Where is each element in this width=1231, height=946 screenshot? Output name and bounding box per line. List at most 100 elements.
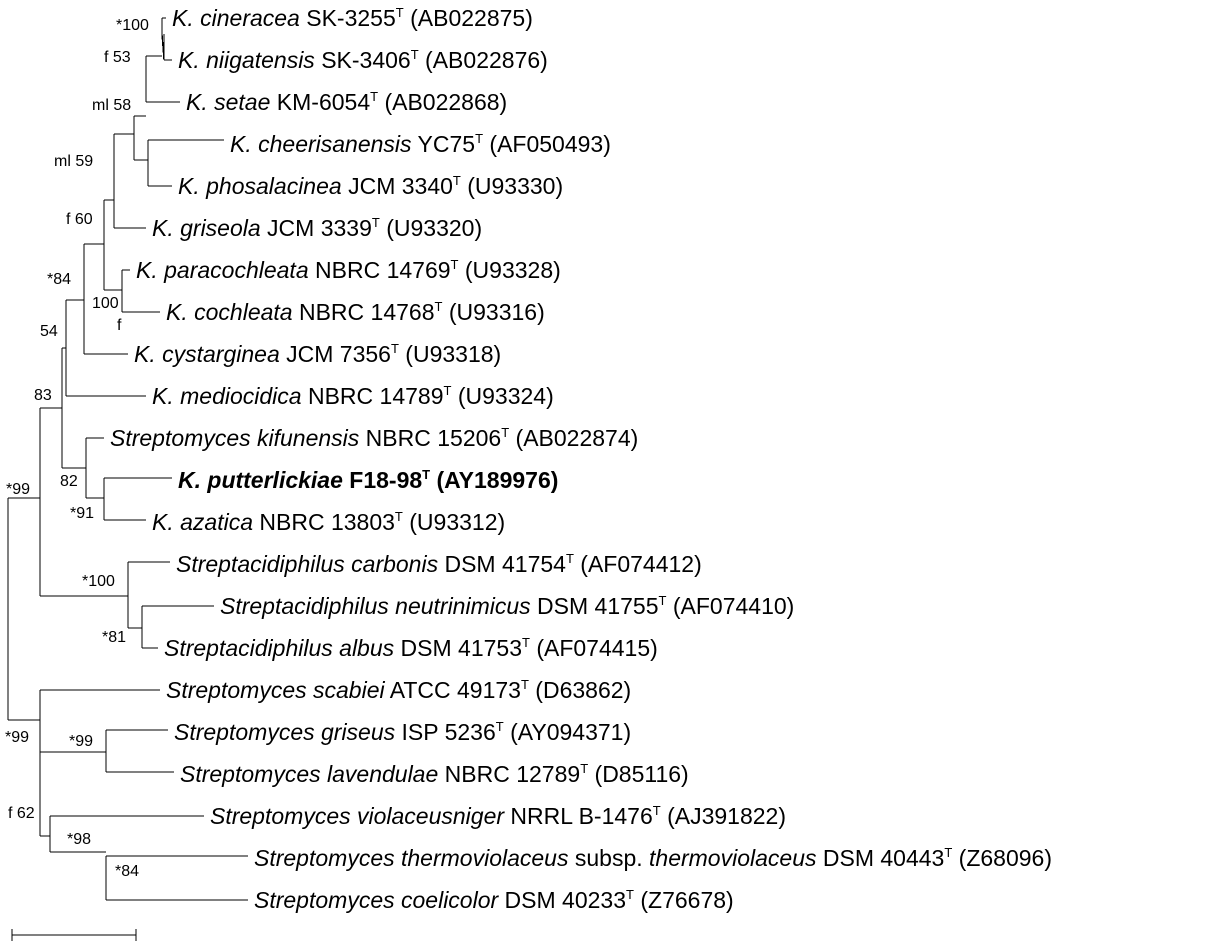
taxon-label-part: K. mediocidica (152, 383, 302, 409)
taxon-label-part: T (521, 677, 529, 692)
taxon-label-part: K. griseola (152, 215, 261, 241)
taxon-label-part: T (566, 551, 574, 566)
taxon-label-part: T (396, 5, 404, 20)
support-value-n-f60: f 60 (66, 211, 93, 228)
taxon-label-part: JCM 3339 (261, 215, 372, 241)
taxon-label-part: DSM 40233 (498, 887, 626, 913)
support-value-n-99b: *99 (5, 729, 29, 746)
support-value-n-84: *84 (47, 271, 71, 288)
taxon-label-part: T (435, 299, 443, 314)
taxon-label-part: (U93330) (461, 173, 563, 199)
taxon-label-part: Streptomyces scabiei (166, 677, 385, 703)
taxon-labels: K. cineracea SK-3255T (AB022875)K. niiga… (110, 5, 1052, 913)
taxon-label-part: NRRL B-1476 (504, 803, 653, 829)
taxon-label-part: (AB022874) (509, 425, 638, 451)
taxon-label-part: Streptomyces lavendulae (180, 761, 438, 787)
taxon-label-part: (U93320) (380, 215, 482, 241)
taxon-label-part: K. paracochleata (136, 257, 309, 283)
taxon-label-mediocidica: K. mediocidica NBRC 14789T (U93324) (152, 383, 554, 409)
taxon-label-part: (AY189976) (430, 467, 558, 493)
taxon-label-part: K. setae (186, 89, 270, 115)
taxon-label-part: NBRC 14768 (293, 299, 435, 325)
taxon-label-part: (Z76678) (634, 887, 734, 913)
taxon-label-part: (U93328) (459, 257, 561, 283)
taxon-label-part: T (395, 509, 403, 524)
taxon-label-part: KM-6054 (270, 89, 370, 115)
taxon-label-carbonis: Streptacidiphilus carbonis DSM 41754T (A… (176, 551, 702, 577)
taxon-label-part: K. cheerisanensis (230, 131, 412, 157)
support-value-n-99c: *99 (69, 733, 93, 750)
support-values: *100 f 53 ml 58 ml 59 f 60 100 f *84 54 83 82 *91 *9… (5, 17, 149, 880)
taxon-label-part: K. niigatensis (178, 47, 315, 73)
taxon-label-part: K. cineracea (172, 5, 300, 31)
tree-branches (7, 17, 248, 901)
taxon-label-part: Streptacidiphilus carbonis (176, 551, 439, 577)
support-value-n-98: *98 (67, 831, 91, 848)
taxon-label-part: T (659, 593, 667, 608)
taxon-label-part: (AF074410) (666, 593, 794, 619)
taxon-label-cheerisanensis: K. cheerisanensis YC75T (AF050493) (230, 131, 611, 157)
taxon-label-part: T (451, 257, 459, 272)
taxon-label-part: NBRC 12789 (438, 761, 580, 787)
taxon-label-part: K. phosalacinea (178, 173, 342, 199)
taxon-label-part: ATCC 49173 (385, 677, 521, 703)
taxon-label-phosalacinea: K. phosalacinea JCM 3340T (U93330) (178, 173, 563, 199)
taxon-label-part: T (370, 89, 378, 104)
taxon-label-part: YC75 (412, 131, 476, 157)
taxon-label-part: DSM 41755 (531, 593, 659, 619)
taxon-label-part: T (444, 383, 452, 398)
support-value-n-ml58: ml 58 (92, 97, 131, 114)
taxon-label-cystarginea: K. cystarginea JCM 7356T (U93318) (134, 341, 501, 367)
taxon-label-part: T (653, 803, 661, 818)
support-value-n-para-coch-f: f (117, 317, 122, 334)
support-value-n-54: 54 (40, 323, 58, 340)
taxon-label-part: Streptomyces kifunensis (110, 425, 360, 451)
taxon-label-part: JCM 7356 (280, 341, 391, 367)
taxon-label-part: Streptomyces thermoviolaceus (254, 845, 569, 871)
taxon-label-part: DSM 41753 (394, 635, 522, 661)
taxon-label-albus: Streptacidiphilus albus DSM 41753T (AF07… (164, 635, 658, 661)
taxon-label-putterlickiae: K. putterlickiae F18-98T (AY189976) (178, 467, 558, 493)
taxon-label-neutrinimicus: Streptacidiphilus neutrinimicus DSM 4175… (220, 593, 794, 619)
taxon-label-part: thermoviolaceus (649, 845, 817, 871)
taxon-label-part: DSM 40443 (816, 845, 944, 871)
taxon-label-part: (AF074412) (574, 551, 702, 577)
taxon-label-lavendulae: Streptomyces lavendulae NBRC 12789T (D85… (180, 761, 689, 787)
taxon-label-part: (AY094371) (504, 719, 631, 745)
taxon-label-part: (U93324) (451, 383, 553, 409)
taxon-label-part: T (411, 47, 419, 62)
support-value-n-ml59: ml 59 (54, 153, 93, 170)
taxon-label-part: NBRC 15206 (359, 425, 501, 451)
taxon-label-part: T (391, 341, 399, 356)
taxon-label-part: (D63862) (529, 677, 631, 703)
taxon-label-scabiei: Streptomyces scabiei ATCC 49173T (D63862… (166, 677, 631, 703)
taxon-label-setae: K. setae KM-6054T (AB022868) (186, 89, 507, 115)
taxon-label-part: T (422, 467, 430, 482)
taxon-label-griseus: Streptomyces griseus ISP 5236T (AY094371… (174, 719, 631, 745)
taxon-label-part: T (626, 887, 634, 902)
taxon-label-part: T (372, 215, 380, 230)
taxon-label-part: (U93316) (442, 299, 544, 325)
taxon-label-part: (AB022875) (404, 5, 533, 31)
support-value-n-100b: *100 (82, 573, 115, 590)
taxon-label-niigatensis: K. niigatensis SK-3406T (AB022876) (178, 47, 548, 73)
support-value-n-cin-nii: *100 (116, 17, 149, 34)
taxon-label-cineracea: K. cineracea SK-3255T (AB022875) (172, 5, 533, 31)
support-value-n-84b: *84 (115, 863, 139, 880)
taxon-label-part: (D85116) (588, 761, 689, 787)
taxon-label-paracochleata: K. paracochleata NBRC 14769T (U93328) (136, 257, 561, 283)
taxon-label-part: (AB022876) (419, 47, 548, 73)
taxon-label-part: (AF074415) (530, 635, 658, 661)
taxon-label-part: JCM 3340 (342, 173, 453, 199)
taxon-label-griseola: K. griseola JCM 3339T (U93320) (152, 215, 482, 241)
taxon-label-coelicolor: Streptomyces coelicolor DSM 40233T (Z766… (254, 887, 734, 913)
taxon-label-part: Streptomyces violaceusniger (210, 803, 505, 829)
taxon-label-part: T (580, 761, 588, 776)
taxon-label-part: NBRC 14789 (302, 383, 444, 409)
taxon-label-part: K. azatica (152, 509, 253, 535)
taxon-label-part: SK-3255 (300, 5, 396, 31)
taxon-label-part: (AJ391822) (661, 803, 786, 829)
taxon-label-part: T (944, 845, 952, 860)
support-value-n-91: *91 (70, 505, 94, 522)
support-value-n-f62: f 62 (8, 805, 35, 822)
